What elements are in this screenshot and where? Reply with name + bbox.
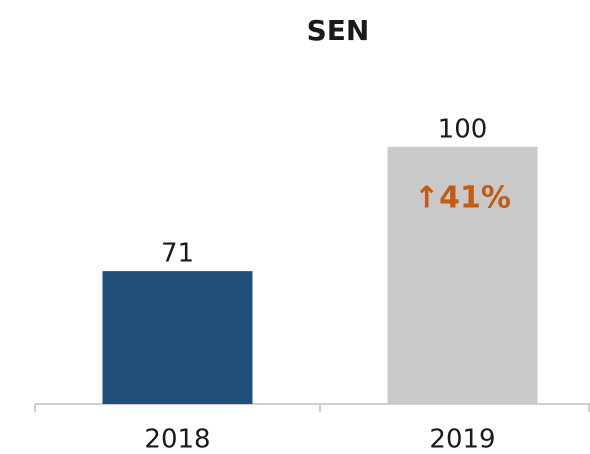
bar: [102, 271, 253, 404]
bar: [387, 146, 538, 404]
x-tick-label: 2018: [144, 425, 210, 454]
value-label: 100: [438, 114, 488, 144]
x-tick-label: 2019: [429, 425, 495, 454]
value-label: 71: [161, 239, 194, 269]
chart-title: SEN: [307, 14, 370, 47]
annotation: ↑41%: [414, 180, 511, 215]
x-axis: [34, 403, 590, 412]
